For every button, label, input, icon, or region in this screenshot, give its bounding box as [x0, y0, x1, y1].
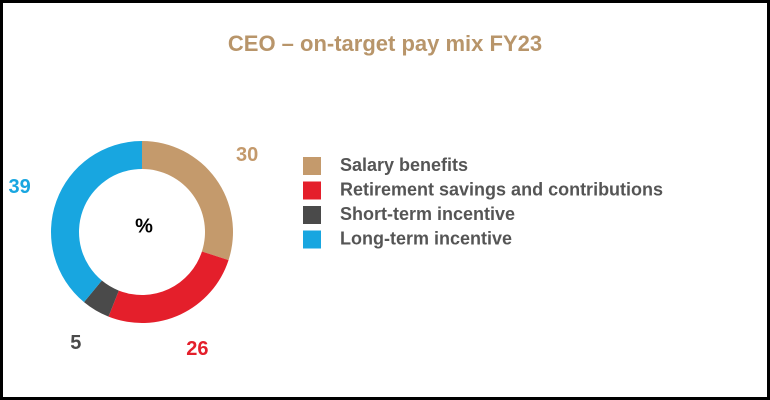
legend-label: Salary benefits	[340, 155, 468, 175]
donut-slice	[83, 280, 119, 317]
donut-slice	[108, 251, 229, 323]
legend-label: Long-term incentive	[340, 228, 512, 248]
value-label: 26	[186, 338, 208, 360]
value-label: 30	[236, 144, 258, 166]
donut-slice	[142, 141, 234, 261]
legend-swatch	[303, 181, 321, 200]
donut-slice	[51, 141, 143, 303]
value-label: 39	[9, 176, 31, 198]
legend-swatch	[303, 157, 321, 175]
legend-label: Short-term incentive	[340, 204, 515, 224]
value-label: 5	[70, 332, 81, 354]
chart-title: CEO – on-target pay mix FY23	[228, 31, 542, 56]
legend-label: Retirement savings and contributions	[340, 179, 663, 199]
legend-swatch	[303, 206, 321, 224]
center-label: %	[135, 215, 153, 237]
legend-swatch	[303, 230, 321, 249]
